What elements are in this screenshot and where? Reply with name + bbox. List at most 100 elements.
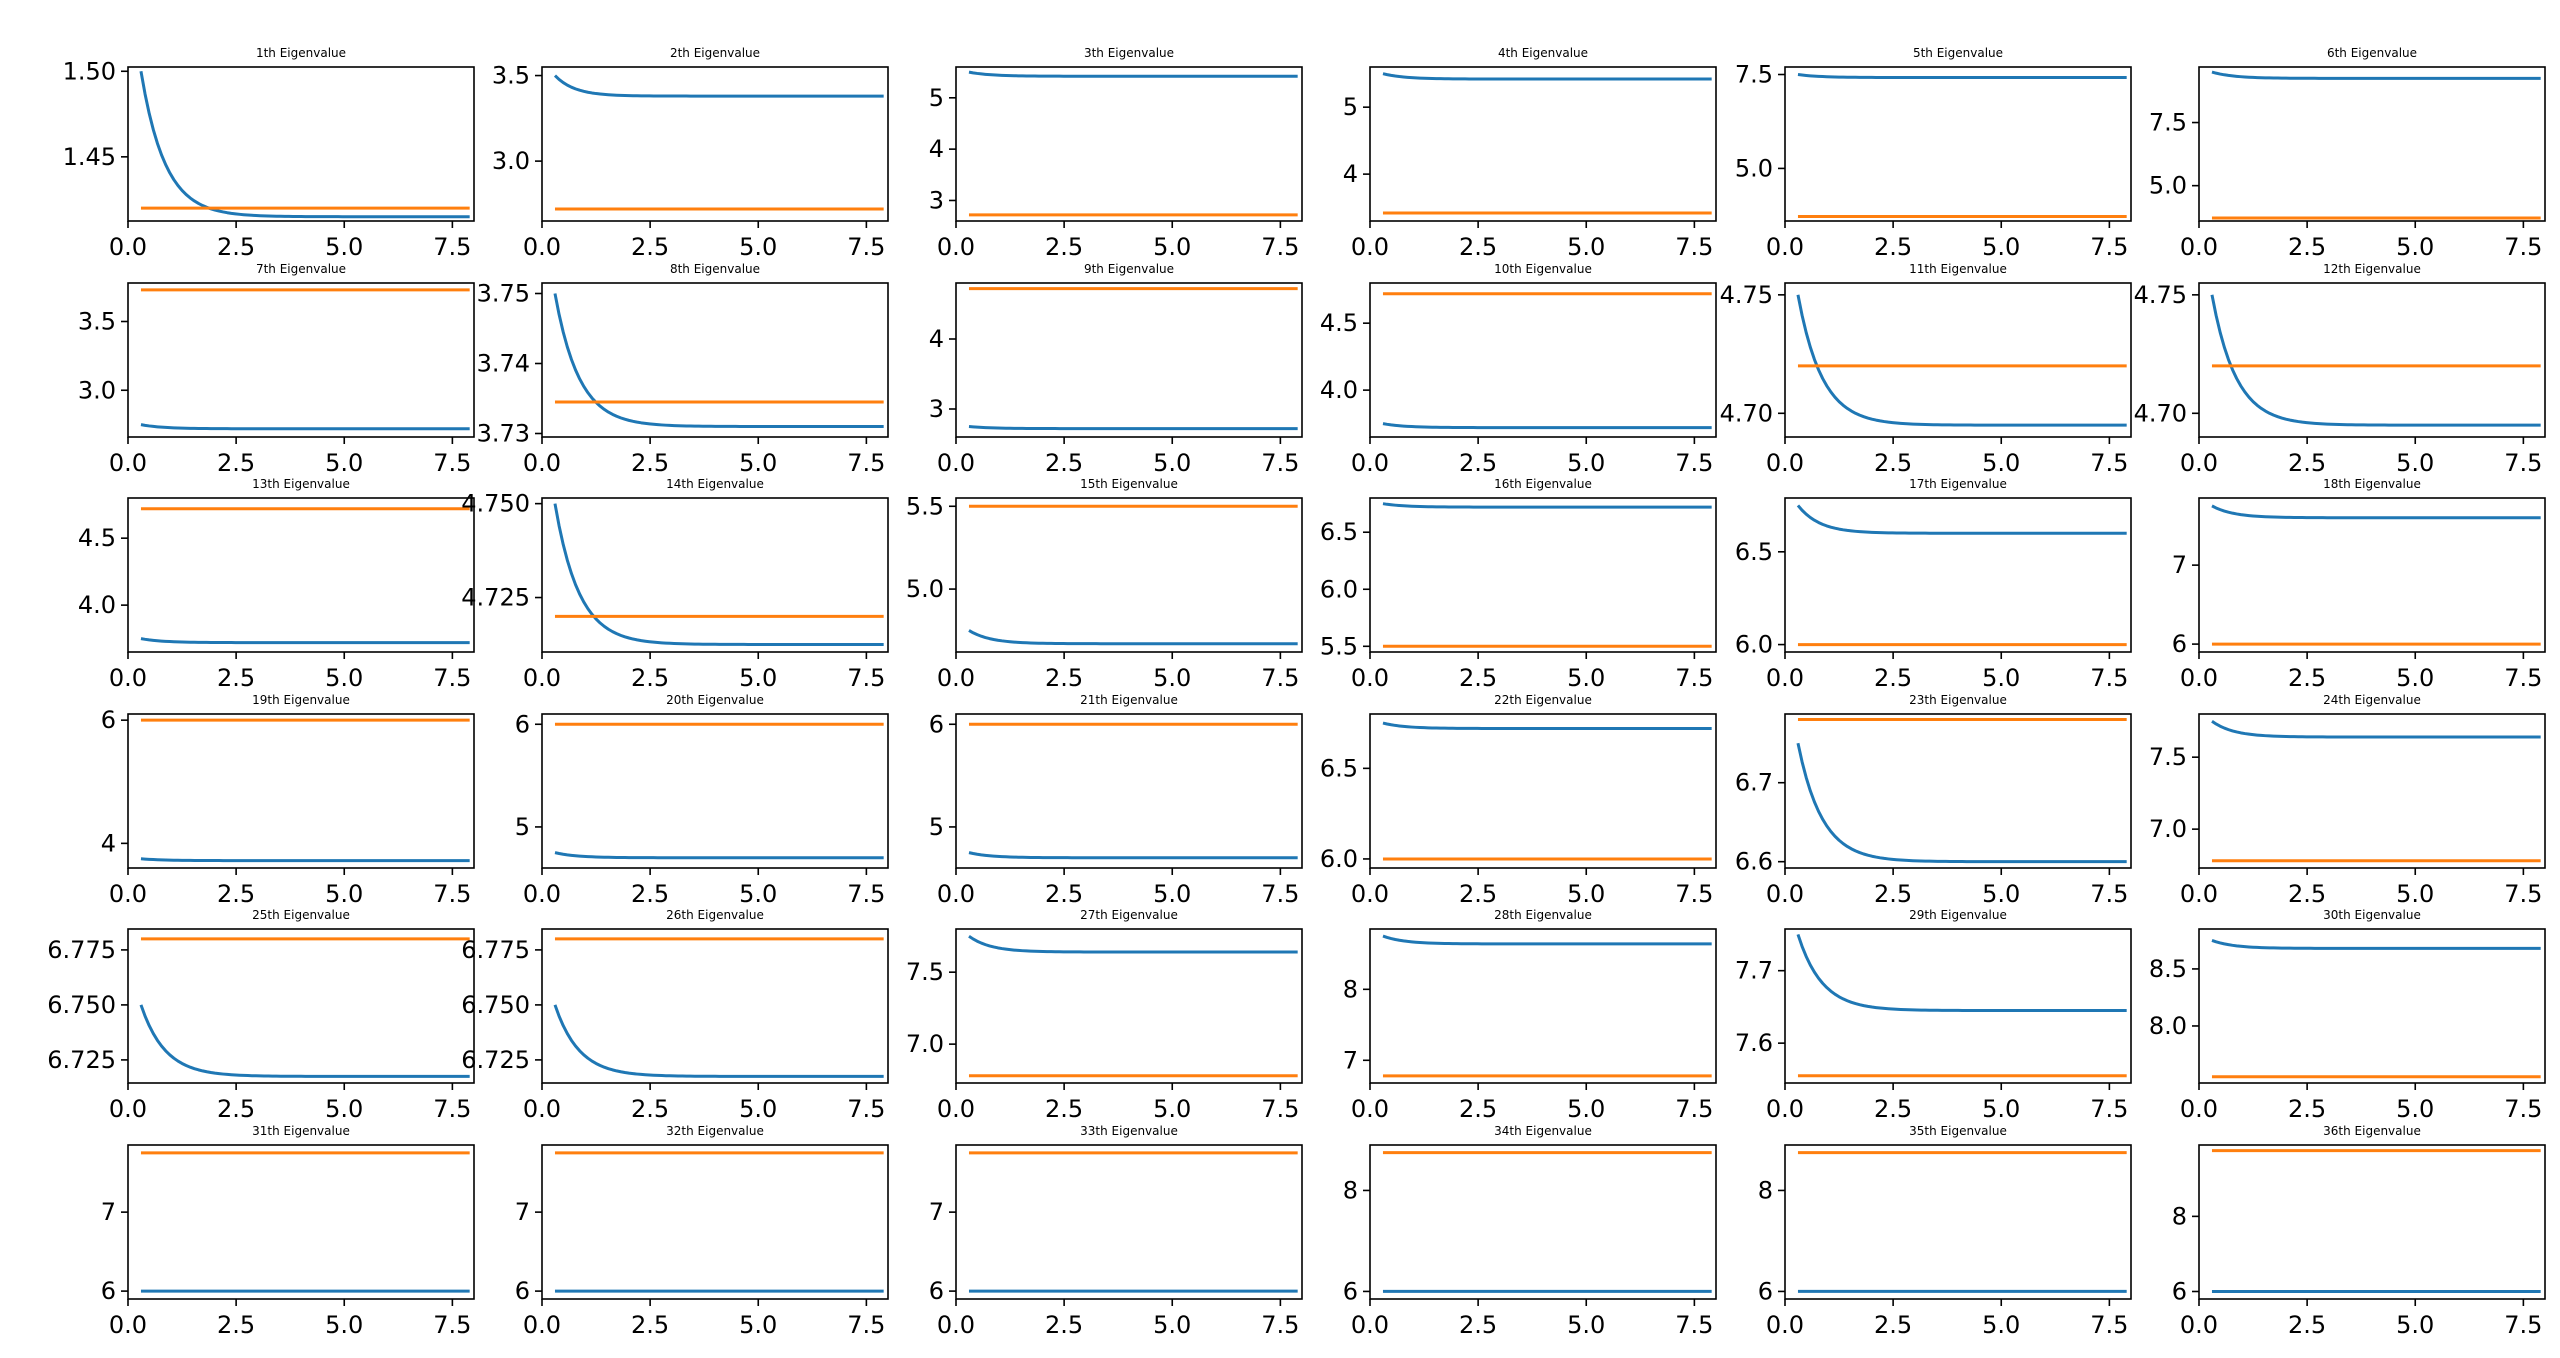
axes-frame xyxy=(2198,928,2546,1084)
x-tick-label: 0.0 xyxy=(109,880,147,908)
x-tick-label: 0.0 xyxy=(1351,1095,1389,1123)
y-tick-label: 4 xyxy=(101,829,116,857)
y-tick-label: 6.725 xyxy=(461,1046,530,1074)
axes-frame xyxy=(541,282,889,438)
x-tick-label: 7.5 xyxy=(1675,449,1713,477)
subplot-32: 0.0 2.5 5.0 7.5 6 7 32th Eigenvalue xyxy=(515,1124,889,1339)
x-tick-label: 5.0 xyxy=(739,1311,777,1339)
subplot-17: 0.0 2.5 5.0 7.5 6.0 6.5 17th Eigenvalue xyxy=(1735,477,2132,692)
series-line-0 xyxy=(2211,70,2541,80)
subplot-title: 13th Eigenvalue xyxy=(252,477,350,491)
x-tick-label: 7.5 xyxy=(2090,1095,2128,1123)
x-tick-label: 2.5 xyxy=(2288,1311,2326,1339)
subplot-29: 0.0 2.5 5.0 7.5 7.6 7.7 29th Eigenvalue xyxy=(1735,908,2132,1123)
x-tick-label: 5.0 xyxy=(1567,664,1605,692)
y-tick-label: 7.6 xyxy=(1735,1029,1773,1057)
x-tick-label: 5.0 xyxy=(1567,1095,1605,1123)
x-tick-label: 0.0 xyxy=(1766,1311,1804,1339)
subplot-20: 0.0 2.5 5.0 7.5 5 6 20th Eigenvalue xyxy=(515,693,889,908)
y-tick-label: 6.0 xyxy=(1320,575,1358,603)
subplot-15: 0.0 2.5 5.0 7.5 5.0 5.5 15th Eigenvalue xyxy=(906,477,1303,692)
x-tick-label: 5.0 xyxy=(1153,664,1191,692)
subplot-title: 34th Eigenvalue xyxy=(1494,1124,1592,1138)
subplot-16: 0.0 2.5 5.0 7.5 5.5 6.0 6.5 16th Eigenvalue xyxy=(1320,477,1717,692)
subplot-title: 12th Eigenvalue xyxy=(2323,262,2421,276)
axes-frame xyxy=(127,66,475,222)
y-tick-label: 8 xyxy=(2172,1202,2187,1230)
subplot-title: 3th Eigenvalue xyxy=(1084,46,1174,60)
y-tick-label: 7 xyxy=(101,1198,116,1226)
x-tick-label: 7.5 xyxy=(433,880,471,908)
x-tick-label: 5.0 xyxy=(2396,1095,2434,1123)
x-tick-label: 7.5 xyxy=(433,449,471,477)
subplot-title: 28th Eigenvalue xyxy=(1494,908,1592,922)
axes-frame xyxy=(955,66,1303,222)
y-tick-label: 5 xyxy=(1343,93,1358,121)
subplot-8: 0.0 2.5 5.0 7.5 3.73 3.74 3.75 8th Eigenvalue xyxy=(477,262,889,477)
subplot-title: 18th Eigenvalue xyxy=(2323,477,2421,491)
x-tick-label: 5.0 xyxy=(1982,449,2020,477)
y-tick-label: 6 xyxy=(2172,630,2187,658)
x-tick-label: 0.0 xyxy=(1351,449,1389,477)
x-tick-label: 2.5 xyxy=(2288,449,2326,477)
y-tick-label: 3.73 xyxy=(477,420,530,448)
x-tick-label: 0.0 xyxy=(937,449,975,477)
subplot-title: 7th Eigenvalue xyxy=(256,262,346,276)
y-tick-label: 4.70 xyxy=(1720,399,1773,427)
x-tick-label: 7.5 xyxy=(847,233,885,261)
y-tick-label: 3.0 xyxy=(78,376,116,404)
x-tick-label: 0.0 xyxy=(523,233,561,261)
subplot-18: 0.0 2.5 5.0 7.5 6 7 18th Eigenvalue xyxy=(2172,477,2546,692)
y-tick-label: 4 xyxy=(929,135,944,163)
subplot-title: 10th Eigenvalue xyxy=(1494,262,1592,276)
x-tick-label: 0.0 xyxy=(523,1311,561,1339)
x-tick-label: 2.5 xyxy=(1459,449,1497,477)
x-tick-label: 5.0 xyxy=(2396,1311,2434,1339)
axes-frame xyxy=(2198,282,2546,438)
axes-frame xyxy=(1369,928,1717,1084)
subplot-title: 15th Eigenvalue xyxy=(1080,477,1178,491)
subplot-title: 32th Eigenvalue xyxy=(666,1124,764,1138)
x-tick-label: 0.0 xyxy=(1351,233,1389,261)
x-tick-label: 2.5 xyxy=(2288,233,2326,261)
axes-frame xyxy=(955,928,1303,1084)
y-tick-label: 6.775 xyxy=(461,936,530,964)
subplot-4: 0.0 2.5 5.0 7.5 4 5 4th Eigenvalue xyxy=(1343,46,1717,261)
x-tick-label: 0.0 xyxy=(2180,449,2218,477)
x-tick-label: 0.0 xyxy=(2180,664,2218,692)
x-tick-label: 5.0 xyxy=(2396,664,2434,692)
y-tick-label: 6.775 xyxy=(47,936,116,964)
axes-frame xyxy=(1784,497,2132,653)
x-tick-label: 7.5 xyxy=(2504,1095,2542,1123)
subplot-3: 0.0 2.5 5.0 7.5 3 4 5 3th Eigenvalue xyxy=(929,46,1303,261)
x-tick-label: 0.0 xyxy=(937,664,975,692)
x-tick-label: 2.5 xyxy=(631,1311,669,1339)
y-tick-label: 7.5 xyxy=(906,958,944,986)
series-line-0 xyxy=(1382,422,1712,430)
y-tick-label: 6.0 xyxy=(1735,631,1773,659)
x-tick-label: 0.0 xyxy=(1766,233,1804,261)
y-tick-label: 6 xyxy=(515,1277,530,1305)
subplot-title: 25th Eigenvalue xyxy=(252,908,350,922)
x-tick-label: 0.0 xyxy=(109,1311,147,1339)
y-tick-label: 4.75 xyxy=(1720,281,1773,309)
y-tick-label: 6 xyxy=(2172,1277,2187,1305)
axes-frame xyxy=(541,928,889,1084)
x-tick-label: 5.0 xyxy=(1982,1095,2020,1123)
x-tick-label: 0.0 xyxy=(1766,880,1804,908)
y-tick-label: 5 xyxy=(515,813,530,841)
y-tick-label: 5 xyxy=(929,84,944,112)
x-tick-label: 5.0 xyxy=(1567,449,1605,477)
subplot-title: 19th Eigenvalue xyxy=(252,693,350,707)
subplot-5: 0.0 2.5 5.0 7.5 5.0 7.5 5th Eigenvalue xyxy=(1735,46,2132,261)
y-tick-label: 3 xyxy=(929,395,944,423)
axes-frame xyxy=(1369,1144,1717,1300)
x-tick-label: 0.0 xyxy=(1351,1311,1389,1339)
subplot-7: 0.0 2.5 5.0 7.5 3.0 3.5 7th Eigenvalue xyxy=(78,262,475,477)
x-tick-label: 0.0 xyxy=(1351,880,1389,908)
x-tick-label: 7.5 xyxy=(847,664,885,692)
x-tick-label: 7.5 xyxy=(2090,664,2128,692)
y-tick-label: 6 xyxy=(101,1277,116,1305)
x-tick-label: 0.0 xyxy=(523,664,561,692)
axes-frame xyxy=(955,1144,1303,1300)
